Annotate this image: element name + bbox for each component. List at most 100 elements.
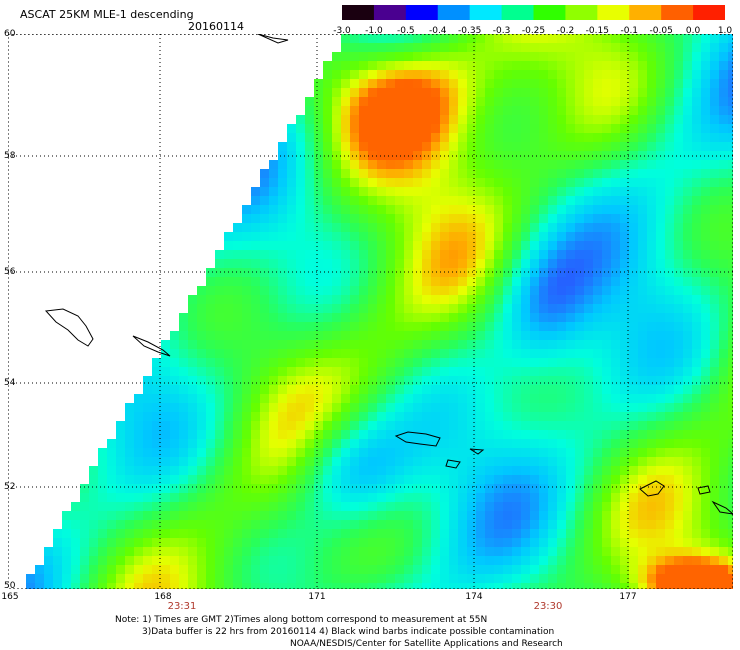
data-cell	[341, 268, 350, 277]
data-cell	[395, 52, 404, 61]
data-cell	[728, 304, 733, 313]
lat-label-52: 52	[4, 482, 16, 492]
note-line-2: 3)Data buffer is 22 hrs from 20160114 4)…	[142, 627, 555, 637]
data-cell	[494, 70, 503, 79]
data-cell	[242, 322, 251, 331]
data-cell	[476, 322, 485, 331]
data-cell	[476, 223, 485, 232]
data-cell	[242, 511, 251, 520]
data-cell	[305, 538, 314, 547]
data-cell	[314, 88, 323, 97]
data-cell	[305, 232, 314, 241]
data-cell	[233, 466, 242, 475]
data-cell	[602, 556, 611, 565]
data-cell	[386, 358, 395, 367]
data-cell	[386, 340, 395, 349]
data-cell	[575, 169, 584, 178]
data-cell	[413, 295, 422, 304]
data-cell	[665, 205, 674, 214]
data-cell	[539, 484, 548, 493]
data-cell	[449, 61, 458, 70]
data-cell	[548, 205, 557, 214]
data-cell	[413, 394, 422, 403]
data-cell	[485, 277, 494, 286]
data-cell	[566, 160, 575, 169]
data-cell	[449, 304, 458, 313]
data-cell	[278, 313, 287, 322]
data-cell	[683, 124, 692, 133]
data-cell	[278, 439, 287, 448]
data-cell	[530, 520, 539, 529]
data-cell	[431, 403, 440, 412]
data-cell	[566, 430, 575, 439]
data-cell	[422, 106, 431, 115]
data-cell	[206, 412, 215, 421]
data-cell	[35, 565, 44, 574]
data-cell	[341, 214, 350, 223]
data-cell	[629, 484, 638, 493]
data-cell	[719, 205, 728, 214]
data-cell	[206, 421, 215, 430]
data-cell	[521, 115, 530, 124]
data-cell	[314, 412, 323, 421]
data-cell	[296, 160, 305, 169]
data-cell	[656, 232, 665, 241]
data-cell	[323, 178, 332, 187]
data-cell	[233, 277, 242, 286]
data-cell	[368, 574, 377, 583]
data-cell	[575, 484, 584, 493]
data-cell	[557, 169, 566, 178]
data-cell	[143, 493, 152, 502]
data-cell	[494, 34, 503, 43]
data-cell	[206, 547, 215, 556]
data-cell	[602, 133, 611, 142]
colorbar-label: -3.0	[333, 26, 351, 36]
data-cell	[701, 340, 710, 349]
data-cell	[332, 583, 341, 589]
data-cell	[368, 340, 377, 349]
data-cell	[251, 232, 260, 241]
data-cell	[683, 286, 692, 295]
data-cell	[710, 313, 719, 322]
data-cell	[467, 124, 476, 133]
data-cell	[224, 574, 233, 583]
data-cell	[422, 466, 431, 475]
data-cell	[512, 583, 521, 589]
data-cell	[413, 250, 422, 259]
data-cell	[359, 385, 368, 394]
data-cell	[620, 79, 629, 88]
island-outline	[711, 500, 733, 515]
data-cell	[278, 160, 287, 169]
data-cell	[359, 232, 368, 241]
data-cell	[152, 421, 161, 430]
data-cell	[233, 286, 242, 295]
data-cell	[467, 196, 476, 205]
data-cell	[287, 574, 296, 583]
data-cell	[602, 484, 611, 493]
data-cell	[458, 151, 467, 160]
data-cell	[413, 61, 422, 70]
data-cell	[584, 574, 593, 583]
data-cell	[503, 250, 512, 259]
data-cell	[557, 61, 566, 70]
data-cell	[719, 529, 728, 538]
data-cell	[80, 538, 89, 547]
data-cell	[611, 520, 620, 529]
data-cell	[566, 529, 575, 538]
data-cell	[368, 547, 377, 556]
data-cell	[278, 403, 287, 412]
data-cell	[620, 574, 629, 583]
data-cell	[440, 475, 449, 484]
data-cell	[323, 124, 332, 133]
data-cell	[719, 466, 728, 475]
data-cell	[665, 133, 674, 142]
data-cell	[728, 394, 733, 403]
data-cell	[449, 547, 458, 556]
data-cell	[620, 448, 629, 457]
data-cell	[710, 187, 719, 196]
data-cell	[530, 421, 539, 430]
data-cell	[368, 538, 377, 547]
data-cell	[665, 232, 674, 241]
data-cell	[332, 286, 341, 295]
data-cell	[440, 448, 449, 457]
